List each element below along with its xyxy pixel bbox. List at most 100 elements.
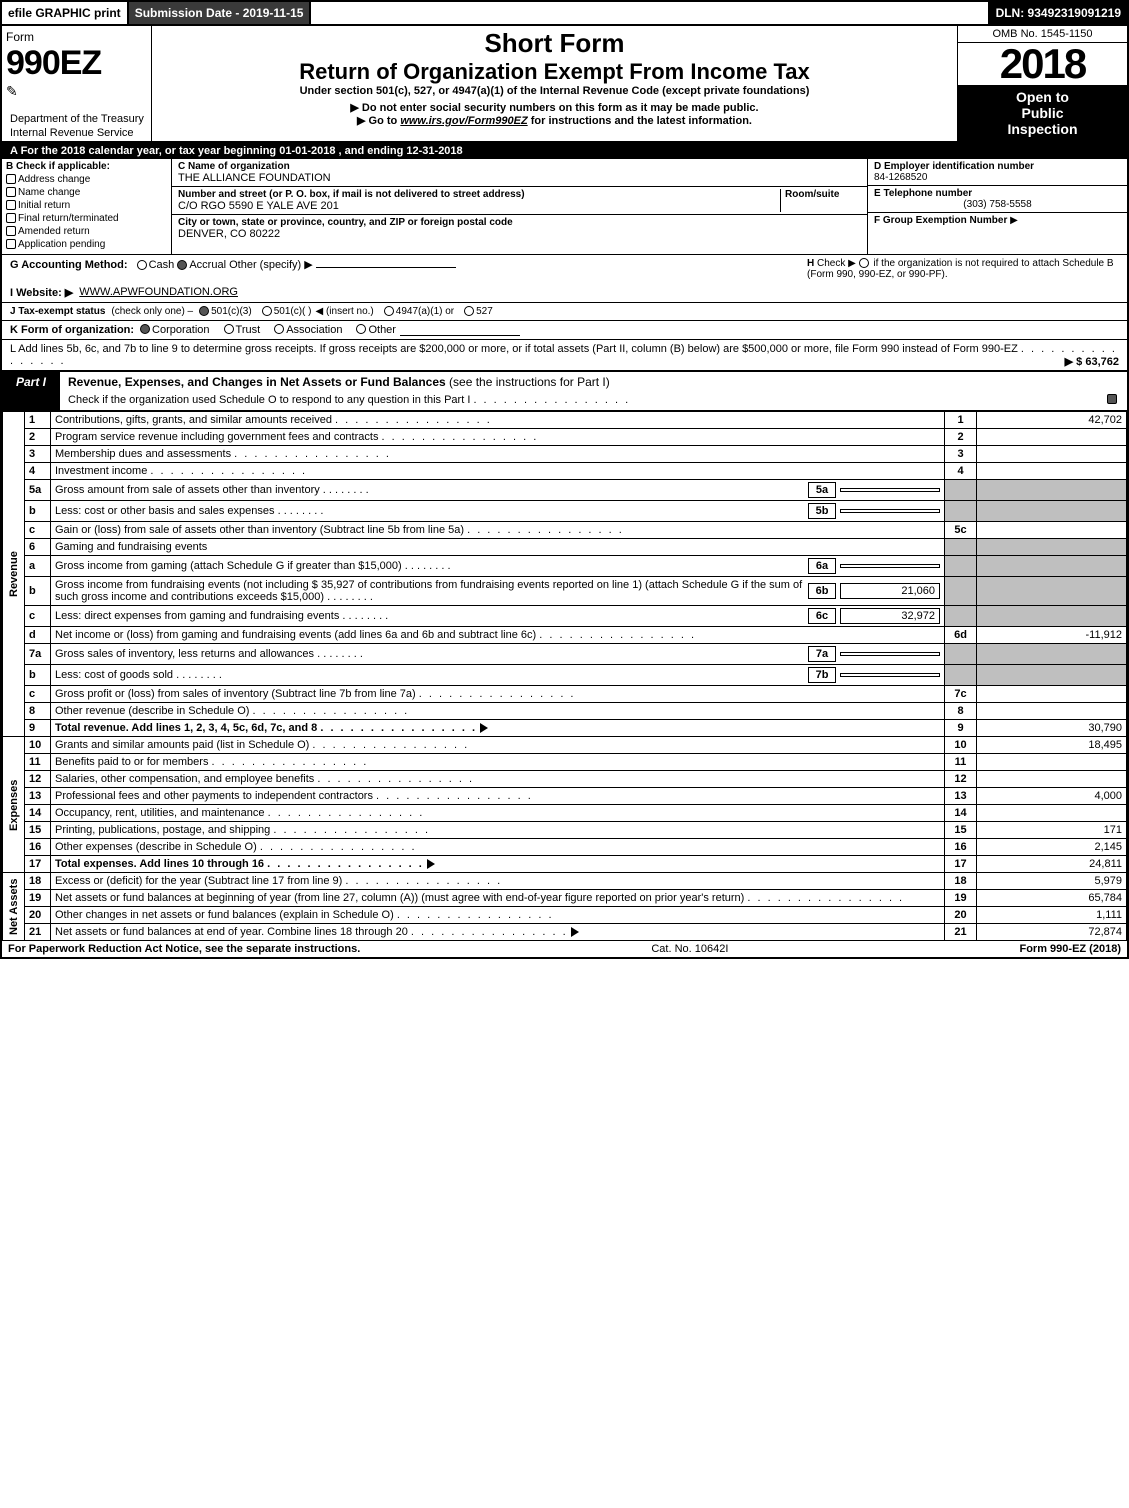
cb-final-return[interactable]: Final return/terminated xyxy=(6,213,167,224)
radio-corp[interactable] xyxy=(140,324,150,334)
radio-other[interactable] xyxy=(356,324,366,334)
j-4947: 4947(a)(1) or xyxy=(396,306,454,317)
box-cell xyxy=(945,577,977,606)
amount-cell: 18,495 xyxy=(977,737,1127,754)
part-i-check[interactable] xyxy=(1107,394,1117,404)
department: Department of the Treasury xyxy=(6,113,148,127)
line-description: Gross sales of inventory, less returns a… xyxy=(51,644,945,665)
line-description: Gross amount from sale of assets other t… xyxy=(51,480,945,501)
amount-cell xyxy=(977,686,1127,703)
ledger-row: 19Net assets or fund balances at beginni… xyxy=(3,890,1127,907)
city-value: DENVER, CO 80222 xyxy=(178,228,861,240)
cb-amended[interactable]: Amended return xyxy=(6,226,167,237)
line-number: b xyxy=(25,665,51,686)
short-form-title: Short Form xyxy=(160,28,949,59)
open3: Inspection xyxy=(960,121,1125,137)
radio-501c[interactable] xyxy=(262,306,272,316)
irs-link[interactable]: www.irs.gov/Form990EZ xyxy=(400,115,527,127)
i-label: I Website: ▶ xyxy=(10,286,73,299)
box-cell: 18 xyxy=(945,873,977,890)
radio-527[interactable] xyxy=(464,306,474,316)
amount-cell: 30,790 xyxy=(977,720,1127,737)
amount-cell xyxy=(977,703,1127,720)
j-label: J Tax-exempt status xyxy=(10,306,105,317)
line-description: Grants and similar amounts paid (list in… xyxy=(51,737,945,754)
box-cell: 5c xyxy=(945,522,977,539)
line-number: 9 xyxy=(25,720,51,737)
street-label: Number and street (or P. O. box, if mail… xyxy=(178,189,776,200)
amount-cell: 4,000 xyxy=(977,788,1127,805)
line-description: Benefits paid to or for members xyxy=(51,754,945,771)
radio-501c3[interactable] xyxy=(199,306,209,316)
h-checkbox[interactable] xyxy=(859,258,869,268)
efile-label[interactable]: efile GRAPHIC print xyxy=(2,2,129,24)
period-label: A For the 2018 calendar year, or tax yea… xyxy=(10,145,279,157)
ledger-row: 3Membership dues and assessments 3 xyxy=(3,446,1127,463)
box-cell: 11 xyxy=(945,754,977,771)
j-501c: 501(c)( ) xyxy=(274,306,312,317)
open1: Open to xyxy=(960,89,1125,105)
k-corp: Corporation xyxy=(152,324,209,336)
line-number: 11 xyxy=(25,754,51,771)
line-number: 5a xyxy=(25,480,51,501)
line-description: Total expenses. Add lines 10 through 16 xyxy=(51,856,945,873)
inner-box: 5b xyxy=(808,503,836,519)
topbar: efile GRAPHIC print Submission Date - 20… xyxy=(2,2,1127,26)
amount-cell: 5,979 xyxy=(977,873,1127,890)
cb-name-change[interactable]: Name change xyxy=(6,187,167,198)
period-begin: 01-01-2018 xyxy=(279,145,335,157)
ledger-row: 12Salaries, other compensation, and empl… xyxy=(3,771,1127,788)
line-description: Membership dues and assessments xyxy=(51,446,945,463)
cb-initial-return[interactable]: Initial return xyxy=(6,200,167,211)
return-title: Return of Organization Exempt From Incom… xyxy=(160,59,949,85)
box-cell: 9 xyxy=(945,720,977,737)
box-cell: 16 xyxy=(945,839,977,856)
line-number: 7a xyxy=(25,644,51,665)
amount-cell xyxy=(977,805,1127,822)
line-description: Excess or (deficit) for the year (Subtra… xyxy=(51,873,945,890)
radio-4947[interactable] xyxy=(384,306,394,316)
box-cell: 14 xyxy=(945,805,977,822)
line-number: 21 xyxy=(25,924,51,941)
goto-post: for instructions and the latest informat… xyxy=(531,115,752,127)
l-text: L Add lines 5b, 6c, and 7b to line 9 to … xyxy=(10,343,1018,355)
line-description: Less: cost or other basis and sales expe… xyxy=(51,501,945,522)
ledger-row: 13Professional fees and other payments t… xyxy=(3,788,1127,805)
radio-trust[interactable] xyxy=(224,324,234,334)
amount-cell xyxy=(977,446,1127,463)
radio-cash[interactable] xyxy=(137,260,147,270)
cb-address-change[interactable]: Address change xyxy=(6,174,167,185)
radio-assoc[interactable] xyxy=(274,324,284,334)
box-cell xyxy=(945,556,977,577)
website[interactable]: WWW.APWFOUNDATION.ORG xyxy=(79,286,238,299)
inner-value xyxy=(840,673,940,677)
inner-value xyxy=(840,564,940,568)
f-triangle: ▶ xyxy=(1010,215,1018,226)
ledger-row: dNet income or (loss) from gaming and fu… xyxy=(3,627,1127,644)
line-number: 14 xyxy=(25,805,51,822)
line-description: Salaries, other compensation, and employ… xyxy=(51,771,945,788)
footer-right: Form Form 990-EZ (2018)990-EZ (2018) xyxy=(1019,943,1121,955)
c-label: C Name of organization xyxy=(178,161,861,172)
box-cell: 7c xyxy=(945,686,977,703)
ledger-row: Revenue1Contributions, gifts, grants, an… xyxy=(3,412,1127,429)
line-h: H Check ▶ if the organization is not req… xyxy=(799,258,1119,280)
box-cell: 6d xyxy=(945,627,977,644)
amount-cell xyxy=(977,429,1127,446)
box-cell xyxy=(945,480,977,501)
line-description: Net income or (loss) from gaming and fun… xyxy=(51,627,945,644)
inner-box: 6a xyxy=(808,558,836,574)
line-i: I Website: ▶ WWW.APWFOUNDATION.ORG xyxy=(2,283,1127,303)
part-i-sub: Check if the organization used Schedule … xyxy=(60,392,1127,410)
cb-pending[interactable]: Application pending xyxy=(6,239,167,250)
amount-cell: 24,811 xyxy=(977,856,1127,873)
line-number: b xyxy=(25,577,51,606)
ledger-row: 16Other expenses (describe in Schedule O… xyxy=(3,839,1127,856)
line-g-h: G Accounting Method: Cash Accrual Other … xyxy=(2,255,1127,283)
radio-accrual[interactable] xyxy=(177,260,187,270)
tax-year: 2018 xyxy=(958,43,1127,85)
footer-left: For Paperwork Reduction Act Notice, see … xyxy=(8,943,360,955)
k-label: K Form of organization: xyxy=(10,324,134,336)
part-i-title: Revenue, Expenses, and Changes in Net As… xyxy=(60,372,1127,392)
form-container: efile GRAPHIC print Submission Date - 20… xyxy=(0,0,1129,959)
